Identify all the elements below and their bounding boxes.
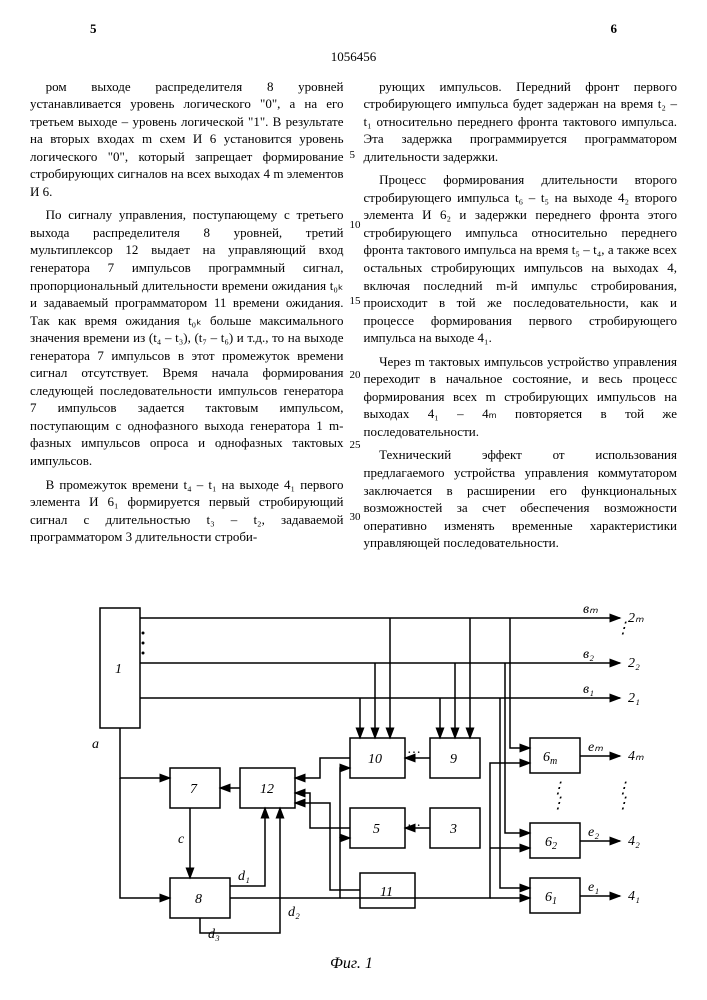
svg-text:4ₘ: 4ₘ: [628, 749, 644, 764]
svg-text:5: 5: [373, 822, 380, 837]
box-5: 5: [350, 808, 405, 848]
box-8: 8: [170, 878, 230, 918]
svg-text:10: 10: [368, 752, 382, 767]
para: Через m тактовых импульсов устройство уп…: [364, 353, 678, 441]
svg-text:eₘ: eₘ: [588, 740, 603, 755]
box-62: 62: [530, 823, 580, 858]
box-12: 12: [240, 768, 295, 808]
svg-text:3: 3: [449, 822, 457, 837]
svg-text:в₁: в₁: [583, 682, 594, 697]
svg-text:8: 8: [195, 892, 202, 907]
box-1: 1: [100, 608, 140, 728]
box-3: 3: [430, 808, 480, 848]
svg-text:⋮: ⋮: [550, 795, 566, 812]
box-9: 9: [430, 738, 480, 778]
para: ром выходе распределителя 8 уровней уста…: [30, 78, 344, 201]
svg-text:7: 7: [190, 782, 198, 797]
para: Технический эффект от использования пред…: [364, 446, 678, 551]
svg-text:d₃: d₃: [208, 927, 220, 942]
svg-text:d₂: d₂: [288, 905, 300, 920]
svg-text:…: …: [408, 742, 420, 757]
text-columns: 5 10 15 20 25 30 ром выходе распределите…: [30, 78, 677, 558]
box-6m: 6m: [530, 738, 580, 773]
svg-text:c: c: [178, 832, 185, 847]
page-right: 6: [611, 20, 618, 38]
right-column: рующих импульсов. Передний фронт первого…: [364, 78, 678, 558]
svg-text:4₂: 4₂: [628, 834, 640, 849]
svg-text:вₘ: вₘ: [583, 602, 598, 617]
svg-text:…: …: [408, 815, 420, 830]
svg-text:⋮: ⋮: [615, 795, 631, 812]
svg-text:9: 9: [450, 752, 457, 767]
svg-text:1: 1: [115, 662, 122, 677]
box-10: 10: [350, 738, 405, 778]
para: По сигналу управления, поступающему с тр…: [30, 206, 344, 469]
figure-1: 1 7 12 8 10 9 5 3 11 6m 62 61: [30, 578, 677, 978]
svg-text:a: a: [92, 737, 99, 752]
figure-caption: Фиг. 1: [330, 955, 373, 972]
para: рующих импульсов. Передний фронт первого…: [364, 78, 678, 166]
svg-text:в₂: в₂: [583, 647, 594, 662]
left-column: ром выходе распределителя 8 уровней уста…: [30, 78, 344, 558]
box-7: 7: [170, 768, 220, 808]
svg-text:4₁: 4₁: [628, 889, 640, 904]
doc-number: 1056456: [30, 48, 677, 66]
svg-text:d₁: d₁: [238, 869, 250, 884]
svg-text:2ₘ: 2ₘ: [628, 611, 644, 626]
box-11: 11: [360, 873, 415, 908]
para: В промежуток времени t₄ – t₁ на выходе 4…: [30, 476, 344, 546]
page-left: 5: [90, 20, 97, 38]
svg-text:2₂: 2₂: [628, 656, 640, 671]
svg-text:e₁: e₁: [588, 880, 599, 895]
box-61: 61: [530, 878, 580, 913]
svg-text:2₁: 2₁: [628, 691, 640, 706]
svg-text:12: 12: [260, 782, 274, 797]
para: Процесс формирования длительности второг…: [364, 171, 678, 346]
svg-text:e₂: e₂: [588, 825, 599, 840]
